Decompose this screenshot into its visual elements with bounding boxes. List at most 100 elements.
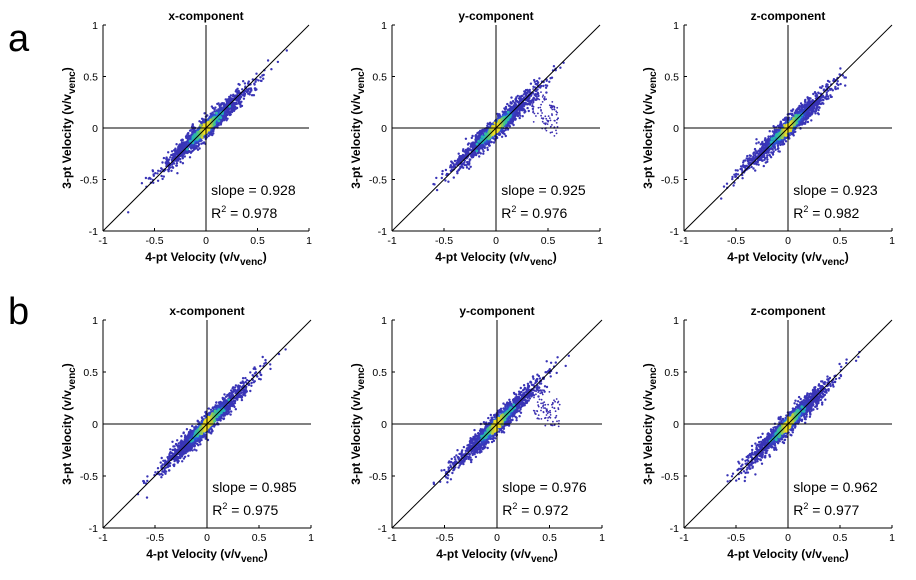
scatter-point (741, 177, 744, 180)
scatter-point (257, 79, 260, 82)
scatter-point (807, 116, 810, 120)
scatter-point (229, 96, 232, 99)
scatter-point (511, 106, 514, 110)
scatter-point (773, 144, 776, 147)
scatter-point (722, 185, 726, 188)
scatter-point (227, 110, 230, 114)
scatter-point (285, 49, 288, 52)
scatter-point (456, 170, 459, 173)
scatter-point (242, 93, 245, 96)
scatter-point (229, 94, 233, 97)
scatter-point (252, 94, 256, 97)
scatter-point (226, 113, 229, 117)
scatter-point (488, 141, 491, 144)
scatter-point (457, 152, 460, 155)
scatter-point (807, 98, 810, 102)
scatter-point (224, 104, 228, 107)
scatter-point (527, 90, 530, 93)
scatter-point (479, 138, 483, 142)
scatter-point (464, 137, 468, 140)
scatter-point (188, 156, 192, 159)
x-axis-label-sub: venc (530, 257, 553, 268)
scatter-point (522, 108, 525, 111)
scatter-point (540, 110, 542, 112)
scatter-point (752, 151, 756, 154)
scatter-point (829, 95, 832, 99)
x-axis-label: 4-pt Velocity (v/vvenc) (435, 250, 557, 268)
scatter-point (521, 115, 524, 118)
scatter-point (197, 130, 201, 134)
scatter-point (804, 120, 807, 124)
scatter-point (255, 72, 258, 75)
scatter-point (190, 147, 193, 150)
scatter-point (240, 100, 243, 104)
scatter-point (832, 78, 836, 81)
scatter-point (196, 148, 200, 151)
scatter-point (232, 95, 235, 98)
scatter-point (768, 153, 771, 157)
scatter-point (725, 182, 729, 185)
y-tick-label: 1 (381, 20, 387, 32)
scatter-point (500, 135, 504, 138)
scatter-point (254, 80, 257, 84)
scatter-point (238, 98, 241, 102)
scatter-point (771, 148, 774, 151)
scatter-point (816, 112, 820, 115)
y-axis-label-main: 3-pt Velocity (v/v (349, 94, 363, 189)
scatter-point (501, 131, 504, 135)
scatter-point (440, 176, 443, 180)
scatter-point (161, 161, 164, 164)
scatter-point (197, 145, 200, 148)
scatter-point (777, 140, 781, 144)
r-squared-annotation: R2 = 0.976 (501, 204, 567, 221)
scatter-point (517, 111, 520, 115)
scatter-point (254, 88, 257, 92)
scatter-point (217, 119, 221, 123)
scatter-point (540, 114, 542, 117)
scatter-point (544, 86, 548, 90)
scatter-point (547, 120, 549, 123)
scatter-point (776, 124, 780, 128)
scatter-point (276, 60, 280, 64)
scatter-point (161, 177, 164, 181)
scatter-point (441, 169, 444, 173)
x-axis-label-sub: venc (240, 257, 263, 268)
scatter-point (211, 111, 214, 114)
scatter-point (836, 87, 840, 90)
scatter-point (544, 115, 547, 118)
scatter-point (513, 104, 517, 108)
scatter-point (532, 105, 535, 108)
scatter-point (557, 117, 559, 120)
scatter-point (559, 66, 562, 69)
scatter-point (806, 120, 810, 124)
scatter-point (762, 143, 766, 147)
scatter-point (777, 150, 780, 153)
scatter-point (170, 158, 174, 161)
scatter-point (553, 106, 556, 109)
scatter-point (486, 122, 489, 125)
scatter-point (839, 67, 842, 70)
scatter-point (555, 132, 558, 135)
scatter-point (181, 162, 185, 165)
scatter-point (247, 80, 250, 83)
scatter-point (503, 110, 506, 114)
scatter-point (556, 111, 559, 114)
scatter-point (769, 156, 773, 159)
scatter-point (533, 98, 536, 100)
scatter-point (173, 153, 177, 156)
scatter-point (504, 128, 507, 132)
scatter-point (818, 106, 821, 109)
scatter-point (545, 117, 548, 120)
y-axis-label-sub: venc (67, 71, 78, 94)
scatter-point (509, 102, 512, 105)
scatter-point (548, 80, 551, 84)
scatter-point (811, 99, 814, 102)
scatter-point (808, 100, 811, 104)
scatter-point (467, 163, 471, 166)
scatter-point (157, 169, 160, 172)
scatter-point (756, 160, 759, 163)
scatter-point (551, 101, 554, 103)
x-axis-label-main: 4-pt Velocity (v/v (145, 250, 240, 264)
scatter-point (514, 98, 517, 101)
scatter-point (839, 82, 842, 86)
